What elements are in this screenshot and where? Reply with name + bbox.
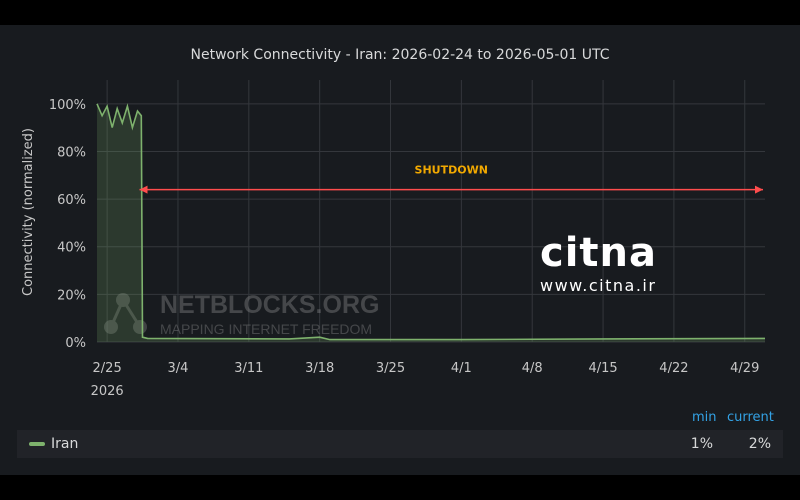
netblocks-logo-node (116, 293, 130, 307)
legend-header-min: min (692, 410, 717, 425)
x-tick-label: 3/18 (305, 361, 334, 376)
shutdown-arrow-head-left (139, 185, 148, 194)
shutdown-arrow-head-right (755, 185, 763, 194)
citna-logo-text: citna (540, 230, 657, 276)
legend-current-value: 2% (748, 436, 771, 452)
legend: Iran 1% 2% (17, 430, 783, 458)
y-tick-label: 80% (57, 145, 86, 160)
netblocks-logo-node (133, 320, 147, 334)
netblocks-watermark: NETBLOCKS.ORG MAPPING INTERNET FREEDOM (104, 291, 379, 337)
x-tick-label: 3/4 (168, 361, 189, 376)
netblocks-logo-edge (109, 299, 125, 328)
x-tick-label: 3/11 (234, 361, 263, 376)
x-tick-year: 2026 (91, 384, 124, 399)
x-tick-label: 4/8 (522, 361, 543, 376)
citna-watermark: citna www.citna.ir (540, 230, 657, 295)
y-tick-label: 100% (49, 98, 86, 113)
legend-header-current: current (727, 410, 774, 425)
chart-title: Network Connectivity - Iran: 2026-02-24 … (190, 47, 610, 63)
shutdown-label: SHUTDOWN (415, 164, 488, 177)
y-tick-label: 40% (57, 241, 86, 256)
legend-min-value: 1% (690, 436, 713, 452)
x-tick-label: 4/15 (588, 361, 617, 376)
legend-swatch (29, 442, 45, 446)
netblocks-logo-node (104, 320, 118, 334)
y-axis-label: Connectivity (normalized) (21, 128, 36, 296)
y-tick-label: 60% (57, 193, 86, 208)
x-tick-label: 4/29 (730, 361, 759, 376)
citna-url: www.citna.ir (540, 276, 656, 295)
y-tick-label: 20% (57, 288, 86, 303)
netblocks-tagline: MAPPING INTERNET FREEDOM (160, 321, 372, 337)
legend-series-name[interactable]: Iran (51, 436, 79, 452)
chart-panel (0, 25, 800, 475)
netblocks-logo-edge (121, 299, 142, 328)
y-tick-label: 0% (65, 336, 86, 351)
x-tick-label: 3/25 (376, 361, 405, 376)
x-tick-label: 4/1 (451, 361, 472, 376)
x-tick-label: 2/25 (93, 361, 122, 376)
series-line-iran (96, 103, 766, 341)
x-tick-label: 4/22 (659, 361, 688, 376)
netblocks-wordmark: NETBLOCKS.ORG (160, 291, 379, 319)
